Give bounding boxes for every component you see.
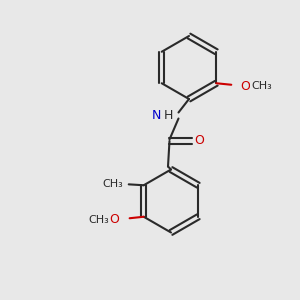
Text: CH₃: CH₃ [103,179,124,189]
Text: CH₃: CH₃ [88,215,109,225]
Text: O: O [195,134,204,148]
Text: O: O [110,213,120,226]
Text: H: H [163,109,173,122]
Text: CH₃: CH₃ [251,81,272,91]
Text: O: O [240,80,250,93]
Text: N: N [152,109,161,122]
